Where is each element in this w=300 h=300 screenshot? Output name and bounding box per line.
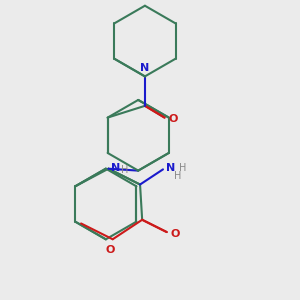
Text: N: N: [111, 163, 120, 173]
Text: O: O: [169, 114, 178, 124]
Text: H: H: [121, 165, 128, 175]
Text: O: O: [105, 245, 114, 255]
Text: N: N: [166, 164, 175, 173]
Text: O: O: [171, 229, 180, 239]
Text: H: H: [179, 164, 186, 173]
Text: N: N: [140, 63, 149, 74]
Text: H: H: [174, 171, 181, 181]
